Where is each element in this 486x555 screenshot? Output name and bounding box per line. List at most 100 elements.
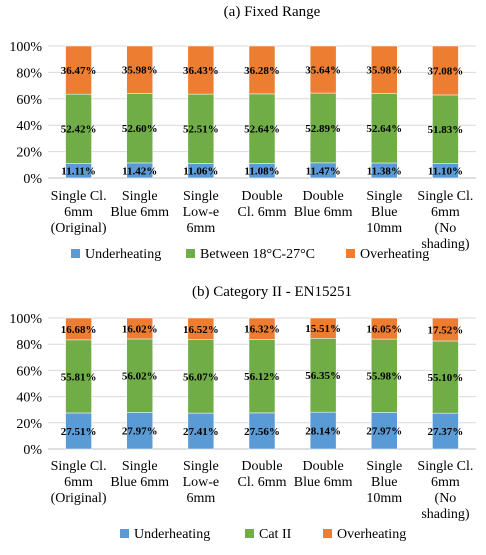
bar-segment-overheating — [126, 317, 153, 340]
category-label: Double Cl. 6mm — [237, 189, 286, 220]
data-label: 35.98% — [122, 65, 158, 77]
category-label-line: Cl. 6mm — [237, 205, 286, 220]
data-label: 11.11% — [61, 166, 96, 178]
data-label: 36.28% — [244, 65, 280, 77]
category-label-line: (Original) — [51, 221, 107, 236]
legend-label: Overheating — [360, 247, 429, 262]
y-tick-label: 100% — [9, 40, 42, 55]
category-label-line: Single Cl. — [51, 459, 107, 474]
bar-segment-between — [65, 93, 92, 164]
category-label-line: (No — [435, 491, 457, 506]
data-label: 27.56% — [244, 426, 280, 438]
data-label: 52.64% — [366, 123, 402, 135]
category-label-line: Low-e — [183, 205, 220, 220]
category-label-line: Single — [122, 459, 158, 474]
category-label: Single Blue 10mm — [366, 459, 402, 506]
y-tick-label: 0% — [23, 172, 42, 187]
bar-segment-overheating — [65, 45, 92, 95]
category-label: Single Blue 6mm — [110, 459, 169, 490]
category-label-line: 6mm — [431, 205, 460, 220]
data-label: 27.51% — [61, 426, 97, 438]
bar-segment-overheating — [432, 317, 459, 342]
bar-segment-between — [126, 338, 153, 413]
bar-segment-underheating — [65, 412, 92, 450]
category-label-line: Single — [183, 189, 219, 204]
data-label: 51.83% — [428, 124, 464, 136]
data-label: 52.64% — [244, 124, 280, 136]
legend-label: Cat II — [259, 527, 292, 542]
category-label: Double Cl. 6mm — [237, 459, 286, 490]
y-tick-label: 0% — [23, 443, 42, 458]
category-label-line: Blue 6mm — [110, 205, 169, 220]
y-tick-label: 40% — [16, 119, 42, 134]
legend-swatch-underheating — [120, 529, 129, 538]
category-label: Single Blue 10mm — [366, 189, 402, 236]
bar-segment-between — [65, 339, 92, 414]
data-label: 16.02% — [122, 323, 158, 335]
category-label: Single Cl. 6mm (Original) — [51, 459, 107, 506]
category-label: Double Blue 6mm — [294, 459, 353, 490]
category-label-line: Double — [241, 189, 282, 204]
data-label: 56.12% — [244, 371, 280, 383]
category-label-line: 6mm — [431, 475, 460, 490]
legend-swatch-overheating — [323, 529, 332, 538]
y-tick-label: 60% — [16, 364, 42, 379]
category-label-line: Blue — [371, 475, 397, 490]
category-label: Single Cl. 6mm (Original) — [51, 189, 107, 236]
data-label: 56.02% — [122, 371, 158, 383]
y-tick-label: 60% — [16, 93, 42, 108]
data-label: 52.60% — [122, 123, 158, 135]
data-label: 16.05% — [366, 324, 402, 336]
data-label: 27.41% — [183, 426, 219, 438]
data-label: 15.51% — [305, 323, 341, 335]
bar-segment-overheating — [65, 317, 92, 341]
y-tick-label: 80% — [16, 338, 42, 353]
category-label-line: (Original) — [51, 491, 107, 506]
category-label-line: Cl. 6mm — [237, 475, 286, 490]
bar-segment-underheating — [309, 411, 337, 450]
legend-label: Underheating — [134, 527, 210, 542]
category-label: Single Blue 6mm — [110, 189, 169, 220]
data-label: 55.81% — [61, 371, 97, 383]
category-label-line: Single — [366, 459, 402, 474]
bar-segment-between — [187, 93, 215, 164]
data-label: 27.97% — [366, 426, 402, 438]
bar-segment-between — [309, 92, 337, 164]
chart-2: (b) Category II - EN15251 0% 20% 40% 60% 80% 1… — [9, 284, 476, 542]
category-label-line: Double — [303, 189, 344, 204]
chart-1: (a) Fixed Range 0% 20% 40% 60% 80% 100% 11.11% 5… — [9, 4, 476, 262]
y-tick-label: 20% — [16, 417, 42, 432]
category-label-line: 6mm — [186, 221, 215, 236]
legend-label: Between 18°C-27°C — [200, 247, 315, 262]
category-label: Single Cl. 6mm (No shading) — [417, 459, 473, 522]
legend-swatch-between — [186, 249, 195, 258]
category-label-line: shading) — [421, 507, 470, 522]
data-label: 35.64% — [305, 65, 341, 77]
data-label: 35.98% — [366, 65, 402, 77]
category-label-line: Double — [241, 459, 282, 474]
bar-segment-between — [248, 93, 276, 164]
bar-segment-between — [432, 94, 459, 164]
data-label: 52.42% — [61, 124, 97, 136]
data-label: 17.52% — [428, 324, 464, 336]
category-label-line: Double — [303, 459, 344, 474]
bar-segment-between — [432, 340, 459, 414]
category-label-line: 6mm — [186, 491, 215, 506]
data-label: 11.47% — [306, 165, 341, 177]
bar-segment-overheating — [371, 317, 398, 340]
legend-swatch-overheating — [346, 249, 355, 258]
y-tick-label: 100% — [9, 312, 42, 327]
category-label-line: Single — [366, 189, 402, 204]
data-label: 28.14% — [305, 426, 341, 438]
chart-title: (b) Category II - EN15251 — [192, 284, 352, 300]
category-label-line: (No — [435, 221, 457, 236]
data-label: 37.08% — [428, 65, 464, 77]
data-label: 16.32% — [244, 324, 280, 336]
category-label-line: Blue — [371, 205, 397, 220]
legend-label: Overheating — [337, 527, 406, 542]
category-label-line: Single — [183, 459, 219, 474]
legend: Underheating Between 18°C-27°C Overheating — [71, 247, 429, 262]
legend-swatch-between — [245, 529, 254, 538]
